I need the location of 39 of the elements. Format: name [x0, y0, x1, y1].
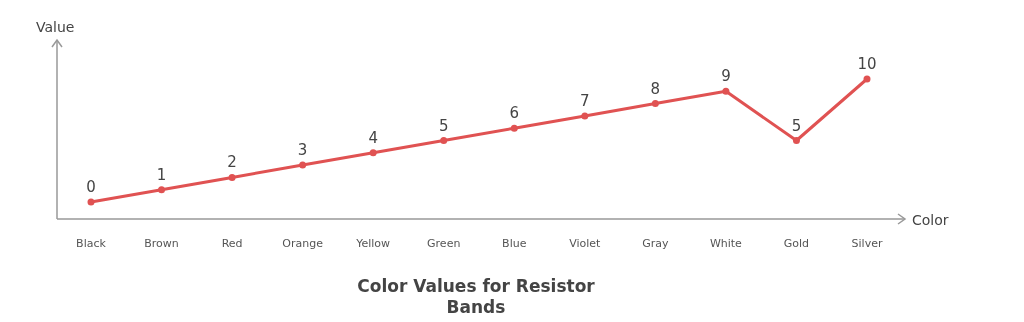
x-tick-label: Silver	[851, 237, 883, 250]
point	[863, 75, 871, 83]
data-label: 0	[86, 178, 96, 196]
point	[299, 161, 307, 169]
x-tick-label: Orange	[282, 237, 324, 250]
point	[651, 100, 659, 108]
data-label: 6	[509, 104, 520, 123]
data-label: 7	[580, 91, 590, 110]
point	[87, 198, 95, 206]
point	[158, 186, 166, 194]
x-tick-label: Black	[76, 237, 107, 250]
x-tick-label: Yellow	[355, 237, 391, 250]
data-label: 2	[227, 153, 237, 172]
data-label: 3	[297, 141, 308, 160]
data-label: 4	[368, 128, 378, 147]
point	[440, 137, 448, 144]
x-tick-label: Brown	[144, 237, 179, 250]
point	[228, 173, 236, 181]
x-axis-title: Color	[912, 212, 949, 228]
x-tick-label: White	[709, 237, 743, 250]
point	[792, 137, 800, 144]
data-label: 5	[438, 116, 449, 135]
data-label: 8	[650, 79, 661, 98]
point	[369, 149, 377, 157]
x-tick-label: Red	[221, 237, 243, 250]
x-tick-label: Blue	[502, 237, 527, 250]
x-tick-label: Gray	[642, 237, 669, 250]
data-label: 10	[857, 55, 877, 73]
data-label: 5	[791, 116, 802, 135]
point	[581, 112, 589, 120]
point	[510, 124, 518, 132]
x-tick-label: Gold	[783, 237, 810, 250]
x-tick-label: Violet	[569, 237, 602, 250]
data-label: 1	[156, 165, 167, 184]
data-label: 9	[721, 67, 731, 86]
x-tick-label: Green	[427, 237, 461, 250]
y-axis-title: Value	[36, 19, 75, 35]
point	[722, 87, 730, 95]
text: Color Values for Resistor Bands	[357, 276, 596, 317]
